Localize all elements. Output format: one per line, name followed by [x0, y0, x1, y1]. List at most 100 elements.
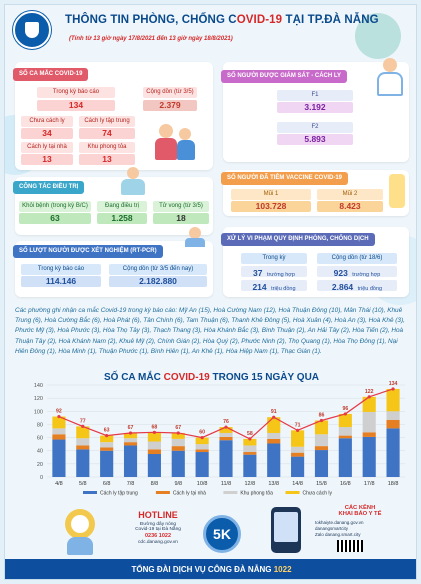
bar-segment: [386, 388, 400, 412]
total-label: 122: [365, 389, 374, 395]
home-isolation-value: 13: [21, 154, 73, 165]
hotline-line1: Đường dây nóng: [139, 522, 177, 527]
total-label: 60: [199, 430, 205, 436]
x-tick-label: 7/8: [127, 481, 135, 487]
bar-segment: [362, 411, 376, 433]
patients-illustration-icon: [155, 122, 199, 162]
total-point: [128, 431, 133, 435]
total-point: [200, 435, 204, 440]
total-label: 68: [152, 424, 158, 430]
bar-segment: [243, 454, 257, 477]
dose1-label: Mũi 1: [231, 189, 311, 200]
total-label: 86: [319, 412, 325, 418]
bar-segment: [267, 432, 281, 439]
doctor-illustration-icon: [373, 58, 407, 98]
cases-card: SỐ CA MẮC COVID-19 Trong kỳ báo cáo 134 …: [13, 62, 213, 170]
dose2-label: Mũi 2: [317, 189, 383, 200]
bar-segment: [314, 446, 329, 451]
channels-title: CÁC KÊNH: [344, 505, 376, 511]
f2-value: 5.893: [277, 134, 353, 145]
concentrated-label: Cách ly tập trung: [79, 116, 135, 127]
page-title: THÔNG TIN PHÒNG, CHỐNG COVID-19 TẠI TP.Đ…: [65, 14, 379, 26]
x-tick-label: 18/8: [388, 481, 399, 487]
treatment-tag: CÔNG TÁC ĐIỀU TRỊ: [13, 181, 85, 194]
bar-segment: [219, 436, 233, 441]
bar-segment: [147, 454, 161, 477]
total-label: 77: [80, 418, 86, 424]
x-tick-label: 11/8: [221, 481, 231, 487]
violations-cumulative-label: Cộng dồn (từ 18/6): [317, 253, 397, 264]
recovered-value: 63: [19, 213, 91, 224]
phone-illustration-icon: [257, 505, 317, 555]
f1-value: 3.192: [277, 102, 353, 113]
home-isolation-label: Cách ly tại nhà: [21, 142, 73, 153]
bar-segment: [267, 417, 281, 433]
total-label: 63: [104, 428, 110, 434]
total-point: [367, 395, 371, 399]
total-point: [105, 434, 109, 438]
bar-segment: [338, 435, 352, 439]
swab-test-icon: [181, 227, 211, 247]
bar-segment: [291, 430, 305, 447]
bar-segment: [291, 446, 305, 453]
bar-segment: [123, 438, 138, 443]
channels-subtitle: KHAI BÁO Y TẾ: [338, 511, 382, 517]
bar-segment: [362, 436, 376, 477]
x-tick-label: 12/8: [245, 481, 256, 487]
total-point: [319, 418, 324, 423]
bar-segment: [123, 445, 138, 477]
cases-cumulative-value: 2.379: [143, 100, 197, 111]
total-label: 58: [247, 431, 253, 437]
treatment-card: CÔNG TÁC ĐIỀU TRỊ Khỏi bệnh (trong kỳ B/…: [13, 167, 213, 235]
bar-segment: [123, 442, 138, 446]
legend-label: Khu phong tỏa: [240, 490, 273, 497]
cases-cumulative-label: Cộng dồn (từ 3/5): [143, 87, 197, 98]
x-tick-label: 10/8: [197, 481, 208, 487]
bar-segment: [243, 445, 257, 453]
bar-segment: [147, 441, 161, 450]
total-point: [391, 387, 395, 391]
treating-value: 1.258: [97, 213, 147, 224]
total-point: [272, 415, 276, 419]
bar-segment: [243, 452, 257, 455]
y-tick-label: 60: [37, 436, 43, 442]
bar-segment: [291, 456, 305, 477]
city-logo-icon: [13, 11, 51, 49]
violations-period-cases: 37 trường hợp: [241, 266, 307, 278]
concentrated-value: 74: [79, 128, 135, 139]
total-point: [296, 428, 300, 432]
testing-period-label: Trong kỳ báo cáo: [21, 264, 101, 275]
bar-segment: [195, 437, 209, 445]
footer-bar: TỔNG ĐÀI DỊCH VỤ CÔNG ĐÀ NẴNG 1022: [5, 559, 416, 579]
bar-segment: [100, 450, 114, 477]
total-point: [57, 414, 61, 419]
legend-label: Chưa cách ly: [303, 491, 333, 497]
y-tick-label: 140: [34, 383, 43, 389]
bar-segment: [147, 449, 161, 454]
bar-segment: [219, 432, 233, 437]
x-tick-label: 6/8: [103, 481, 111, 487]
monitoring-card: SỐ NGƯỜI ĐƯỢC GIÁM SÁT - CÁCH LY F1 3.19…: [221, 58, 409, 162]
bar-segment: [219, 440, 233, 477]
testing-cumulative-label: Cộng dồn (từ 3/5 đến nay): [109, 264, 207, 275]
cases-period-value: 134: [37, 100, 115, 111]
bar-segment: [52, 439, 66, 477]
violations-tag: XỬ LÝ VI PHẠM QUY ĐỊNH PHÒNG, CHỐNG DỊCH: [221, 233, 375, 246]
testing-card: SỐ LƯỢT NGƯỜI ĐƯỢC XÉT NGHIỆM (RT-PCR) T…: [13, 227, 213, 297]
x-tick-label: 15/8: [316, 481, 327, 487]
bar-segment: [171, 450, 185, 477]
bar-segment: [195, 452, 209, 477]
infographic: THÔNG TIN PHÒNG, CHỐNG COVID-19 TẠI TP.Đ…: [4, 4, 417, 580]
total-label: 67: [128, 425, 134, 431]
not-isolated-label: Chưa cách ly: [21, 116, 73, 127]
dose1-value: 103.728: [231, 201, 311, 212]
total-point: [176, 431, 180, 435]
violations-card: XỬ LÝ VI PHẠM QUY ĐỊNH PHÒNG, CHỐNG DỊCH…: [221, 227, 409, 297]
bar-segment: [147, 432, 161, 442]
bar-segment: [171, 446, 185, 451]
total-label: 92: [56, 409, 62, 415]
bar-segment: [362, 432, 376, 437]
y-tick-label: 100: [34, 409, 43, 415]
monitoring-tag: SỐ NGƯỜI ĐƯỢC GIÁM SÁT - CÁCH LY: [221, 70, 347, 83]
bar-segment: [171, 432, 185, 439]
